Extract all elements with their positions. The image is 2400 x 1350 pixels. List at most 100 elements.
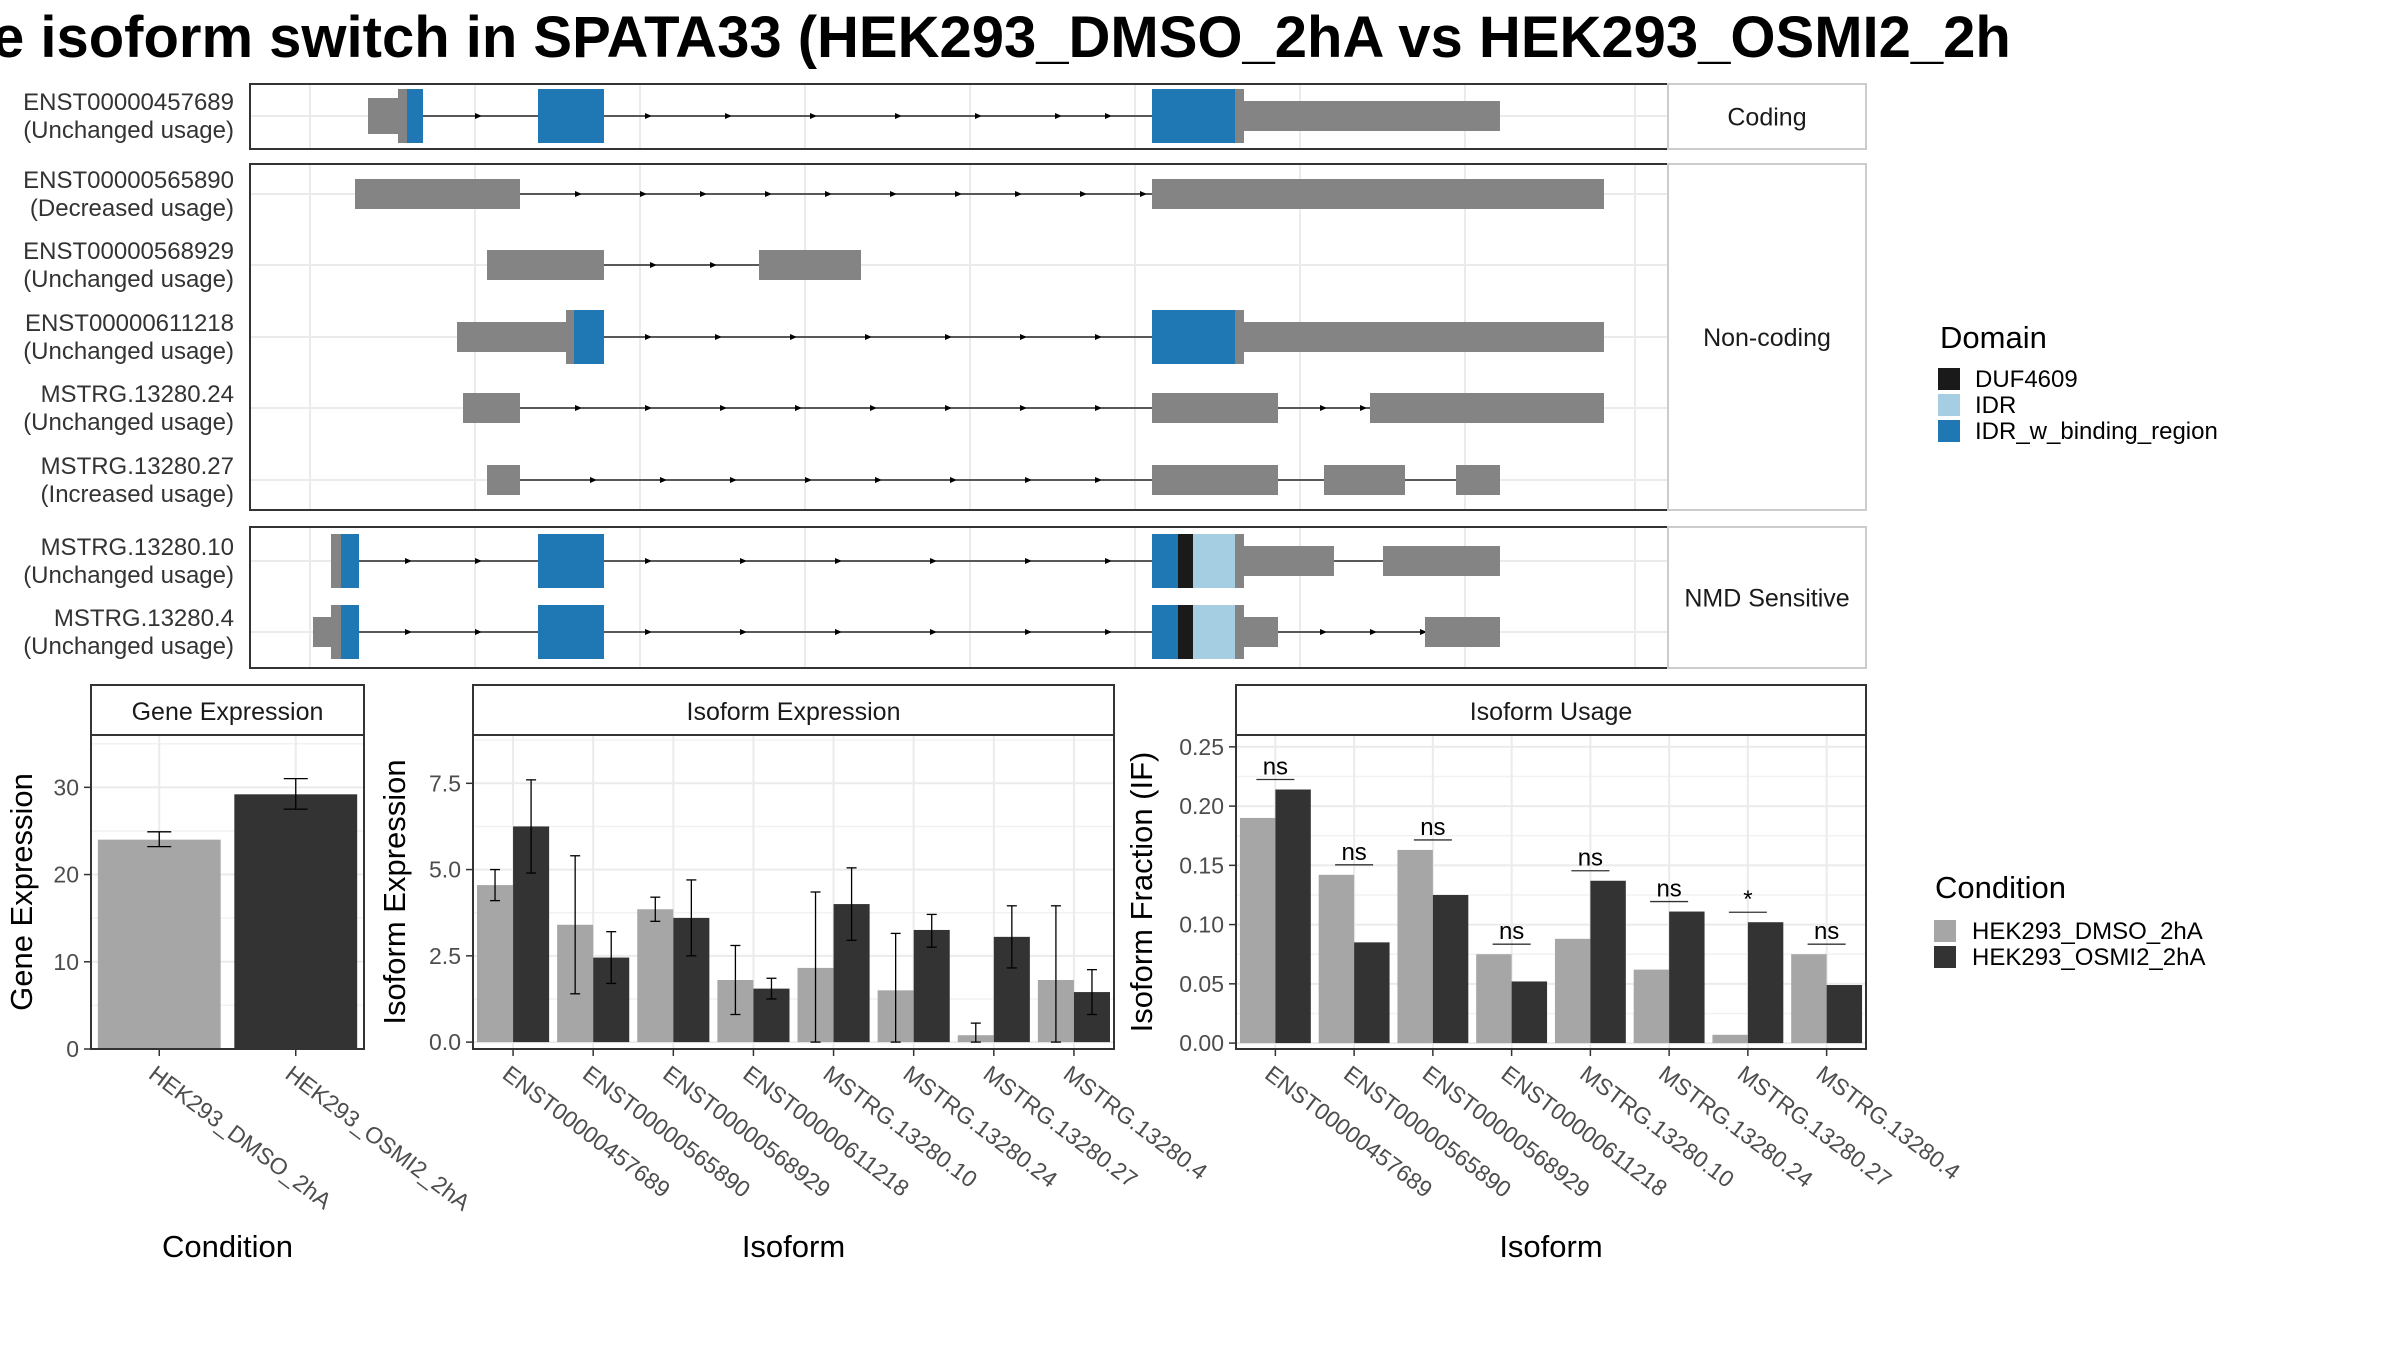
exon xyxy=(1152,465,1278,495)
exon xyxy=(1425,617,1500,647)
intron-arrow xyxy=(1320,405,1327,411)
exon xyxy=(566,310,574,364)
exon xyxy=(1235,89,1244,143)
significance-label: ns xyxy=(1578,845,1603,872)
plot-border xyxy=(472,734,1115,1050)
exon xyxy=(1235,534,1244,588)
exon xyxy=(487,465,520,495)
bar xyxy=(1712,1034,1748,1044)
intron-arrow xyxy=(1105,113,1112,119)
chart-title: Gene Expression xyxy=(132,698,324,726)
intron-arrow xyxy=(645,113,652,119)
transcript-id: MSTRG.13280.10 xyxy=(41,534,234,561)
transcript-row xyxy=(487,250,861,280)
y-axis-title: Isoform Fraction (IF) xyxy=(1124,752,1159,1033)
intron-arrow xyxy=(405,558,412,564)
transcript-usage: (Unchanged usage) xyxy=(23,266,234,293)
significance-label: ns xyxy=(1263,754,1288,781)
exon xyxy=(1244,546,1334,576)
exon xyxy=(1235,310,1244,364)
y-tick-label: 20 xyxy=(53,862,79,888)
y-tick-label: 0.0 xyxy=(429,1029,461,1055)
plot-border xyxy=(1235,734,1867,1050)
y-tick-label: 0.25 xyxy=(1179,734,1224,760)
domain-idr-binding xyxy=(341,534,359,588)
isoform-expression-chart: Isoform Expression0.02.55.07.5ENST000004… xyxy=(377,684,1213,1264)
exon xyxy=(1152,179,1604,209)
condition-legend: Condition HEK293_DMSO_2hAHEK293_OSMI2_2h… xyxy=(1934,870,2205,971)
domain-idr-binding xyxy=(538,89,604,143)
intron-arrow xyxy=(740,629,747,635)
domain-idr xyxy=(1193,605,1235,659)
transcript-id: ENST00000457689 xyxy=(23,89,234,116)
y-tick-label: 0.05 xyxy=(1179,971,1224,997)
plot-border xyxy=(90,734,365,1050)
exon xyxy=(368,98,398,134)
facet-strip xyxy=(1667,526,1867,669)
transcript-id: ENST00000611218 xyxy=(25,310,234,337)
intron-arrow xyxy=(1025,629,1032,635)
y-tick-label: 7.5 xyxy=(429,770,461,796)
significance-label: ns xyxy=(1341,839,1366,866)
bar xyxy=(1239,817,1276,1044)
intron-arrow xyxy=(790,334,797,340)
intron-arrow xyxy=(1360,405,1367,411)
bar xyxy=(1826,985,1863,1044)
isoform-usage-chart: Isoform Usage 0.00 0.05 0.10 0.15 0.20 0.25 ns n… xyxy=(1124,684,1965,1264)
transcript-id: ENST00000565890 xyxy=(23,167,234,194)
exon xyxy=(313,617,331,647)
bar xyxy=(1590,880,1626,1044)
condition-legend-title: Condition xyxy=(1935,870,2066,905)
chart-title: Isoform Usage xyxy=(1470,698,1633,726)
bar xyxy=(1747,922,1784,1044)
domain-idr-binding xyxy=(407,89,423,143)
intron-arrow xyxy=(835,629,842,635)
exon xyxy=(355,179,520,209)
facet-strip-label: Coding xyxy=(1727,104,1806,132)
intron-arrow xyxy=(875,477,882,483)
transcript-row xyxy=(487,465,1500,495)
chart-strip xyxy=(472,684,1115,736)
domain-idr xyxy=(1193,534,1235,588)
domain-legend-label: IDR_w_binding_region xyxy=(1975,418,2218,445)
bar xyxy=(1397,849,1433,1044)
intron-arrow xyxy=(1095,477,1102,483)
intron-arrow xyxy=(810,113,817,119)
transcript-row xyxy=(331,534,1500,588)
y-tick-label: 0.10 xyxy=(1179,912,1224,938)
domain-legend-label: IDR xyxy=(1975,392,2016,419)
transcript-usage: (Unchanged usage) xyxy=(23,633,234,660)
facet-strip xyxy=(1667,83,1867,150)
intron-arrow xyxy=(475,629,482,635)
exon xyxy=(331,534,341,588)
x-axis-title: Condition xyxy=(162,1229,293,1264)
domain-legend-key xyxy=(1938,420,1960,442)
y-tick-label: 0 xyxy=(66,1036,79,1062)
transcript-id: ENST00000568929 xyxy=(23,238,234,265)
facet-strip-label: NMD Sensitive xyxy=(1684,585,1849,613)
x-axis-title: Isoform xyxy=(742,1229,845,1264)
exon xyxy=(1324,465,1405,495)
domain-idr-binding xyxy=(1152,310,1235,364)
intron-arrow xyxy=(950,477,957,483)
intron-arrow xyxy=(590,477,597,483)
transcript-row xyxy=(368,89,1500,143)
domain-idr-binding xyxy=(574,310,604,364)
transcript-usage: (Decreased usage) xyxy=(30,195,234,222)
transcript-row xyxy=(313,605,1500,659)
intron-arrow xyxy=(1080,191,1087,197)
bar xyxy=(1791,954,1827,1044)
domain-duf4609 xyxy=(1178,605,1193,659)
bar xyxy=(477,885,514,1043)
y-tick-label: 0.15 xyxy=(1179,852,1224,878)
exon xyxy=(398,89,407,143)
intron-arrow xyxy=(575,191,582,197)
significance-label: ns xyxy=(1499,918,1524,945)
domain-legend-title: Domain xyxy=(1940,320,2047,355)
facet-strip-label: Non-coding xyxy=(1703,324,1831,352)
intron-arrow xyxy=(865,334,872,340)
intron-arrow xyxy=(645,405,652,411)
exon xyxy=(1235,605,1244,659)
bar xyxy=(1275,789,1311,1044)
